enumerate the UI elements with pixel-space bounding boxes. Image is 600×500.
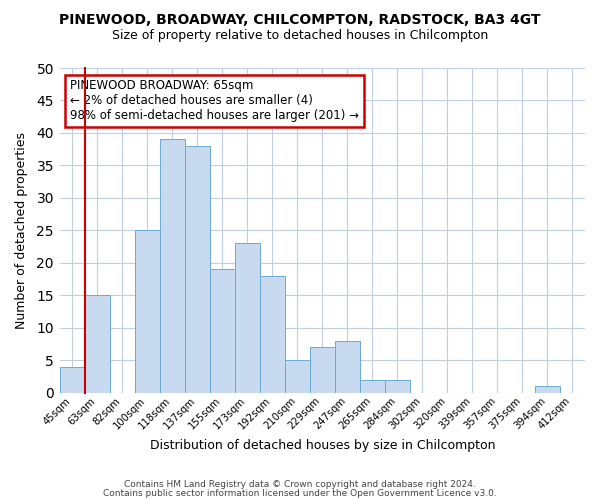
Bar xyxy=(335,341,360,393)
Text: PINEWOOD, BROADWAY, CHILCOMPTON, RADSTOCK, BA3 4GT: PINEWOOD, BROADWAY, CHILCOMPTON, RADSTOC… xyxy=(59,12,541,26)
Bar xyxy=(535,386,560,393)
Bar xyxy=(260,276,285,393)
Bar xyxy=(134,230,160,393)
Text: Contains HM Land Registry data © Crown copyright and database right 2024.: Contains HM Land Registry data © Crown c… xyxy=(124,480,476,489)
Bar xyxy=(59,367,85,393)
Bar xyxy=(385,380,410,393)
Text: Size of property relative to detached houses in Chilcompton: Size of property relative to detached ho… xyxy=(112,29,488,42)
Y-axis label: Number of detached properties: Number of detached properties xyxy=(15,132,28,329)
Bar xyxy=(235,244,260,393)
Bar xyxy=(85,296,110,393)
Text: Contains public sector information licensed under the Open Government Licence v3: Contains public sector information licen… xyxy=(103,488,497,498)
Bar xyxy=(310,348,335,393)
Bar xyxy=(160,140,185,393)
Bar xyxy=(360,380,385,393)
X-axis label: Distribution of detached houses by size in Chilcompton: Distribution of detached houses by size … xyxy=(149,440,495,452)
Bar xyxy=(209,270,235,393)
Bar xyxy=(285,360,310,393)
Bar xyxy=(185,146,209,393)
Text: PINEWOOD BROADWAY: 65sqm
← 2% of detached houses are smaller (4)
98% of semi-det: PINEWOOD BROADWAY: 65sqm ← 2% of detache… xyxy=(70,80,359,122)
